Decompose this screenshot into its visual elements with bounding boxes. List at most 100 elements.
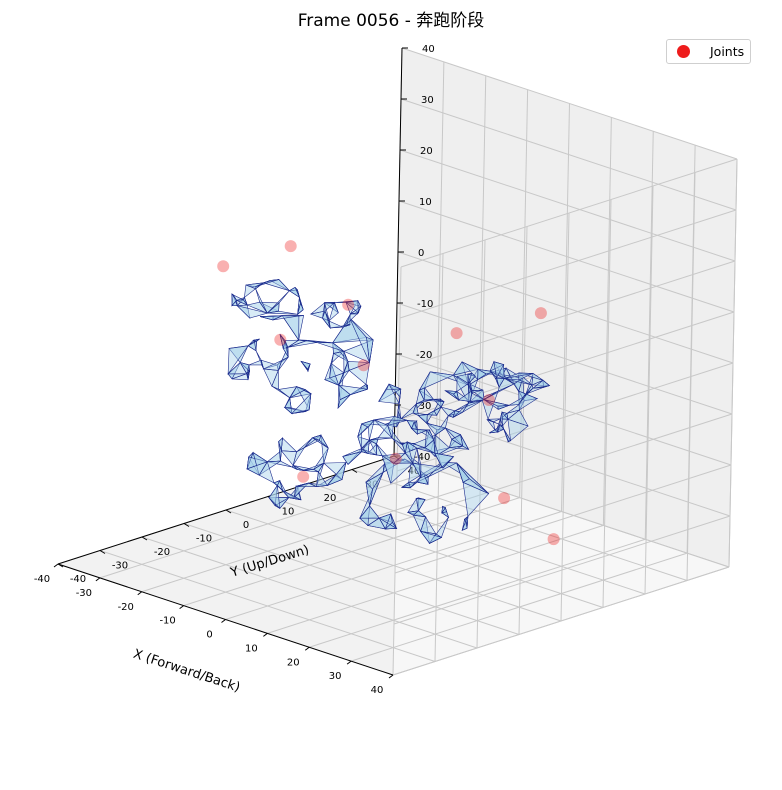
mesh-face <box>482 383 515 401</box>
mesh-face <box>416 448 422 478</box>
mesh-face <box>424 439 436 454</box>
joint-point <box>284 240 297 253</box>
mesh-face <box>236 299 249 306</box>
z-tick-label: 40 <box>422 44 435 55</box>
mesh-face <box>391 437 406 454</box>
mesh-face <box>507 418 529 442</box>
gridline-right-z <box>395 353 732 466</box>
mesh-face <box>266 450 282 463</box>
mesh-face <box>231 373 249 381</box>
y-tick-label: -40 <box>70 574 86 585</box>
y-tick-label: -20 <box>154 547 170 558</box>
y-tick-label: 10 <box>282 507 295 518</box>
z-tick-label: -30 <box>415 401 431 412</box>
mesh-face <box>287 339 317 348</box>
gridline-floor-y <box>225 509 562 622</box>
mesh-face <box>349 317 370 363</box>
mesh-face <box>337 384 368 396</box>
gridline-right-z <box>401 47 738 160</box>
gridline-floor-y <box>267 496 604 608</box>
joint-point <box>534 307 547 320</box>
gridline-left-z <box>397 311 735 421</box>
mesh-face <box>471 389 483 394</box>
x-tick <box>263 632 268 637</box>
mesh-face <box>278 441 282 462</box>
x-tick <box>346 660 352 665</box>
mesh-face <box>452 402 469 418</box>
x-tick-label: -30 <box>76 588 92 599</box>
mesh-face <box>456 375 469 393</box>
gridline-floor-y <box>99 550 436 662</box>
mesh-face <box>497 423 505 433</box>
gridline-left-z <box>399 209 737 319</box>
joint-points <box>217 240 560 546</box>
mesh-face <box>400 403 417 420</box>
mesh-face <box>434 452 455 468</box>
x-axis-label: X (Forward/Back) <box>131 647 242 696</box>
gridline-left-z <box>395 413 733 523</box>
y-tick-label: 0 <box>243 520 249 531</box>
mesh-face <box>504 378 533 386</box>
x-tick <box>388 674 394 679</box>
mesh-face <box>268 484 281 510</box>
joint-point <box>498 492 511 505</box>
mesh-face <box>262 359 283 371</box>
gridline-left-z <box>400 158 738 268</box>
z-tick-label: 20 <box>420 146 433 157</box>
mesh-face <box>411 421 418 431</box>
mesh-face <box>253 338 260 342</box>
x-tick-label: 20 <box>287 657 300 668</box>
mesh-face <box>328 301 339 322</box>
mesh-face <box>454 400 483 412</box>
mesh-face <box>378 383 400 405</box>
mesh-face <box>332 317 374 344</box>
y-tick <box>351 469 358 473</box>
mesh-face <box>457 390 473 402</box>
mesh-face <box>288 386 307 399</box>
mesh-face <box>239 362 250 375</box>
mesh-face <box>493 361 505 379</box>
mesh-face <box>303 462 324 471</box>
z-tick-label: -20 <box>416 350 432 361</box>
joint-point <box>547 533 560 546</box>
x-tick-label: -10 <box>159 616 175 627</box>
mesh-face <box>292 465 304 471</box>
gridline-right-z <box>400 98 737 211</box>
mesh-face <box>359 505 380 519</box>
mesh-face <box>416 498 426 512</box>
x-tick <box>95 577 101 582</box>
mesh-face <box>462 481 490 518</box>
mesh-face <box>369 437 393 441</box>
mesh-face <box>277 479 284 492</box>
mesh-face <box>290 392 312 415</box>
axes-panes <box>58 48 737 675</box>
mesh-face <box>361 448 377 456</box>
gridline-right-z <box>393 455 730 568</box>
gridline-floor-y <box>183 523 520 635</box>
mesh-face <box>419 530 443 544</box>
gridline-right-z <box>396 302 733 415</box>
y-tick-label: 20 <box>324 493 337 504</box>
mesh-face <box>367 517 386 530</box>
joint-point <box>483 394 495 406</box>
legend-label-joints: Joints <box>710 44 745 59</box>
y-tick <box>57 563 64 568</box>
x-tick <box>137 591 143 596</box>
z-tick-label: 0 <box>418 248 424 259</box>
mesh-face <box>412 514 426 533</box>
mesh-face <box>418 371 455 391</box>
gridline-left-z <box>393 515 731 625</box>
mesh-face <box>385 512 393 530</box>
mesh-face <box>324 362 340 386</box>
mesh-face <box>483 399 510 407</box>
joint-point <box>357 359 370 372</box>
mesh-face <box>327 462 347 486</box>
mesh-face <box>417 414 428 424</box>
x-tick-label: 0 <box>206 630 212 641</box>
mesh-face <box>316 342 344 352</box>
gridline-right-z <box>397 251 734 364</box>
gridline-left-z <box>394 464 732 574</box>
joint-point <box>274 333 287 346</box>
gridline-floor-y <box>309 482 646 595</box>
gridline-floor-y <box>141 536 478 649</box>
